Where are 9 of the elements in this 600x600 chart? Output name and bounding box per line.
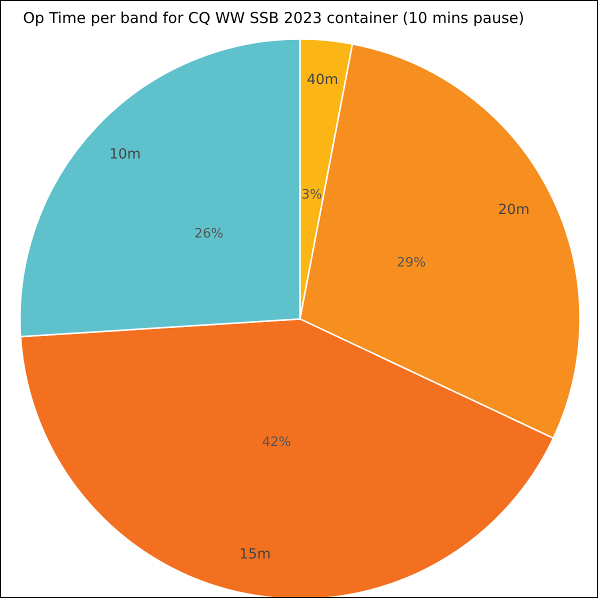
slice-label: 20m xyxy=(498,202,530,218)
data-label: 29% xyxy=(396,255,426,270)
data-label: 42% xyxy=(262,434,292,450)
slice-label: 40m xyxy=(306,72,338,88)
chart-title: Op Time per band for CQ WW SSB 2023 container (10 mins pause) xyxy=(23,9,524,27)
data-label: 3% xyxy=(301,188,322,203)
slice-label: 15m xyxy=(239,546,271,563)
data-label: 26% xyxy=(194,226,224,242)
slice-label: 10m xyxy=(109,146,141,163)
